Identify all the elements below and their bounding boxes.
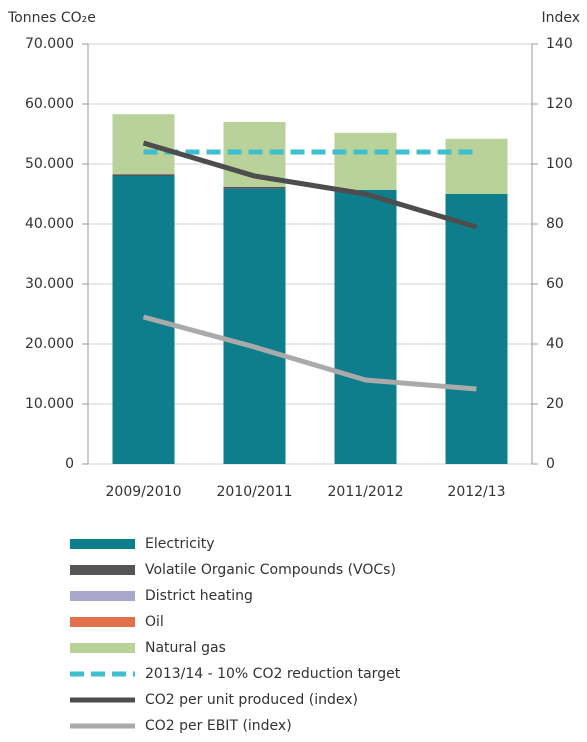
legend-label: 2013/14 - 10% CO2 reduction target <box>145 666 401 682</box>
y2-tick-label: 60 <box>546 276 564 292</box>
bar-segment <box>445 138 508 194</box>
bar-segment <box>112 176 175 464</box>
legend-swatch <box>70 591 135 601</box>
legend-label: CO2 per unit produced (index) <box>145 692 358 708</box>
y2-tick-label: 120 <box>546 96 573 112</box>
y2-tick-label: 100 <box>546 156 573 172</box>
x-tick-label: 2012/13 <box>447 484 505 500</box>
legend-label: Volatile Organic Compounds (VOCs) <box>145 562 396 578</box>
legend-swatch <box>70 539 135 549</box>
y-tick-label: 30.000 <box>25 276 74 292</box>
y-tick-label: 10.000 <box>25 396 74 412</box>
y-tick-label: 50.000 <box>25 156 74 172</box>
y2-tick-label: 80 <box>546 216 564 232</box>
y2-axis-label: Index <box>541 10 580 26</box>
line-series <box>142 314 477 392</box>
y2-tick-label: 0 <box>546 456 555 472</box>
legend-swatch <box>70 617 135 627</box>
bar-segment <box>223 186 286 189</box>
bar-segment <box>112 174 175 176</box>
y-tick-label: 60.000 <box>25 96 74 112</box>
bar-segment <box>334 189 397 465</box>
y-axis-label: Tonnes CO₂e <box>7 10 96 26</box>
bar-segment <box>334 132 397 190</box>
legend-label: CO2 per EBIT (index) <box>145 718 292 734</box>
legend-label: Natural gas <box>145 640 226 656</box>
legend-label: District heating <box>145 588 253 604</box>
legend-label: Electricity <box>145 536 215 552</box>
y-tick-label: 70.000 <box>25 36 74 52</box>
line-series <box>142 140 478 230</box>
x-tick-label: 2011/2012 <box>328 484 404 500</box>
y2-tick-label: 20 <box>546 396 564 412</box>
bar-segment <box>223 188 286 464</box>
legend-swatch <box>70 643 135 653</box>
y-tick-label: 40.000 <box>25 216 74 232</box>
legend-swatch <box>70 565 135 575</box>
y-tick-label: 20.000 <box>25 336 74 352</box>
y-tick-label: 0 <box>65 456 74 472</box>
y2-tick-label: 140 <box>546 36 573 52</box>
legend-label: Oil <box>145 614 164 630</box>
bar-segment <box>445 194 508 464</box>
y2-tick-label: 40 <box>546 336 564 352</box>
x-tick-label: 2010/2011 <box>217 484 293 500</box>
x-tick-label: 2009/2010 <box>106 484 182 500</box>
